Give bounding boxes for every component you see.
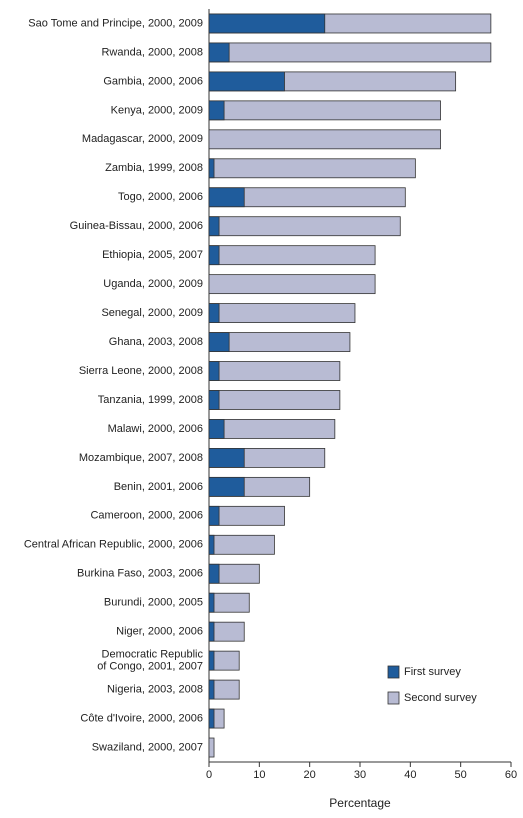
bar xyxy=(208,448,245,468)
bar xyxy=(208,592,250,613)
y-tick-label: Niger, 2000, 2006 xyxy=(116,626,203,638)
bar xyxy=(208,361,341,381)
bar xyxy=(208,274,376,295)
y-tick-label: Cameroon, 2000, 2006 xyxy=(90,510,203,522)
y-tick-label: Democratic Republic of Congo, 2001, 2007 xyxy=(97,649,203,673)
legend-swatch xyxy=(387,665,400,679)
y-tick-label: Ghana, 2003, 2008 xyxy=(109,336,203,348)
y-tick-label: Central African Republic, 2000, 2006 xyxy=(24,539,203,551)
y-tick-label: Burundi, 2000, 2005 xyxy=(104,597,203,609)
bar xyxy=(208,563,220,584)
bar xyxy=(208,592,215,613)
bar xyxy=(208,13,326,34)
y-tick-label: Senegal, 2000, 2009 xyxy=(101,307,203,319)
bar xyxy=(208,42,492,63)
bar xyxy=(208,419,336,439)
bar xyxy=(208,303,356,323)
bar xyxy=(208,158,215,179)
y-tick-label: Guinea-Bissau, 2000, 2006 xyxy=(70,220,203,232)
bar xyxy=(208,332,351,352)
bar xyxy=(208,187,245,208)
y-tick-label: Sao Tome and Principe, 2000, 2009 xyxy=(28,17,203,29)
bar xyxy=(208,332,230,352)
y-tick-label: Ethiopia, 2005, 2007 xyxy=(102,249,203,261)
bar xyxy=(208,129,441,150)
bar xyxy=(208,621,215,642)
legend-label: Second survey xyxy=(404,692,477,704)
y-tick-label: Gambia, 2000, 2006 xyxy=(103,75,203,87)
y-tick-label: Mozambique, 2007, 2008 xyxy=(79,452,203,464)
bar xyxy=(208,100,441,121)
y-tick-label: Tanzania, 1999, 2008 xyxy=(98,394,203,406)
y-tick-label: Zambia, 1999, 2008 xyxy=(105,162,203,174)
y-tick-label: Kenya, 2000, 2009 xyxy=(111,104,203,116)
bar xyxy=(208,534,275,555)
bar xyxy=(208,737,215,758)
bar xyxy=(208,390,341,410)
bar xyxy=(208,505,220,526)
y-tick-label: Togo, 2000, 2006 xyxy=(118,191,203,203)
y-tick-label: Côte d'Ivoire, 2000, 2006 xyxy=(80,712,203,724)
bar xyxy=(208,419,225,439)
bar xyxy=(208,245,220,266)
y-tick-label: Swaziland, 2000, 2007 xyxy=(92,741,203,753)
y-tick-label: Rwanda, 2000, 2008 xyxy=(101,46,203,58)
bar xyxy=(208,216,220,237)
y-tick-label: Benin, 2001, 2006 xyxy=(114,481,203,493)
y-tick-label: Madagascar, 2000, 2009 xyxy=(82,133,203,145)
y-tick-label: Uganda, 2000, 2009 xyxy=(103,278,203,290)
bar xyxy=(208,303,220,323)
x-axis-label: Percentage xyxy=(329,796,391,810)
bar xyxy=(208,71,285,92)
x-tick-label: 50 xyxy=(455,769,467,781)
bar xyxy=(208,390,220,410)
bar xyxy=(208,245,376,266)
bar xyxy=(208,534,215,555)
bar xyxy=(208,42,230,63)
x-tick-label: 40 xyxy=(404,769,416,781)
legend-label: First survey xyxy=(404,666,461,678)
x-tick-label: 30 xyxy=(354,769,366,781)
y-tick-label: Sierra Leone, 2000, 2008 xyxy=(79,365,203,377)
x-tick-label: 60 xyxy=(505,769,517,781)
y-tick-label: Burkina Faso, 2003, 2006 xyxy=(77,568,203,580)
bar xyxy=(208,158,416,179)
y-tick-label: Nigeria, 2003, 2008 xyxy=(107,684,203,696)
y-tick-label: Malawi, 2000, 2006 xyxy=(108,423,203,435)
bar xyxy=(208,361,220,381)
bar xyxy=(208,708,215,729)
x-tick-label: 0 xyxy=(206,769,212,781)
bar xyxy=(208,679,215,700)
x-tick-label: 20 xyxy=(304,769,316,781)
bar xyxy=(208,100,225,121)
bar xyxy=(208,476,245,497)
bar xyxy=(208,650,215,671)
bar xyxy=(208,216,401,237)
bar xyxy=(208,505,285,526)
legend-swatch xyxy=(387,691,400,705)
x-tick-label: 10 xyxy=(253,769,265,781)
